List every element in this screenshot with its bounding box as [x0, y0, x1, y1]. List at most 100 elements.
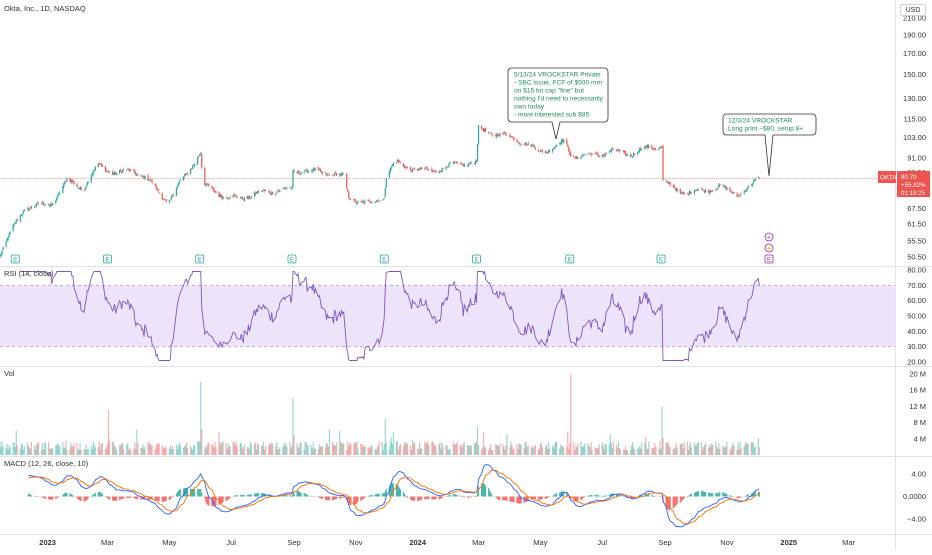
volume-bar[interactable] [336, 442, 337, 455]
candle[interactable] [95, 166, 96, 171]
macd-hist-bar[interactable] [81, 497, 82, 502]
candle[interactable] [230, 196, 231, 200]
candle[interactable] [204, 167, 205, 186]
candle[interactable] [384, 197, 385, 199]
volume-bar[interactable] [670, 447, 671, 455]
event-markers[interactable]: + ⚡ E [765, 233, 773, 264]
candle[interactable] [377, 200, 378, 203]
volume-bar[interactable] [95, 447, 96, 455]
candles[interactable] [0, 125, 760, 258]
candle[interactable] [428, 169, 429, 171]
candle[interactable] [361, 199, 362, 203]
volume-bar[interactable] [705, 443, 706, 455]
volume-bar[interactable] [485, 448, 486, 455]
macd-hist-bar[interactable] [442, 497, 443, 498]
candle[interactable] [668, 180, 669, 184]
volume-bar[interactable] [549, 449, 550, 455]
macd-hist-bar[interactable] [371, 495, 372, 497]
macd-hist-bar[interactable] [45, 497, 46, 499]
volume-bars[interactable] [0, 374, 760, 455]
volume-bar[interactable] [620, 450, 621, 455]
volume-bar[interactable] [173, 449, 174, 455]
candle[interactable] [371, 201, 372, 203]
macd-hist-bar[interactable] [322, 497, 323, 500]
macd-hist-bar[interactable] [450, 495, 451, 497]
candle[interactable] [573, 154, 574, 157]
candle[interactable] [301, 171, 302, 175]
candle[interactable] [554, 146, 555, 149]
volume-bar[interactable] [471, 445, 472, 455]
candle[interactable] [545, 150, 546, 154]
candle[interactable] [225, 197, 226, 198]
candle[interactable] [637, 152, 638, 156]
volume-bar[interactable] [272, 444, 273, 455]
volume-bar[interactable] [521, 444, 522, 455]
candle[interactable] [242, 196, 243, 199]
volume-bar[interactable] [528, 446, 529, 455]
volume-bar[interactable] [315, 448, 316, 455]
candle[interactable] [170, 199, 171, 201]
macd-hist-bar[interactable] [556, 493, 557, 496]
volume-bar[interactable] [542, 447, 543, 455]
volume-bar[interactable] [159, 443, 160, 455]
candle[interactable] [396, 162, 397, 164]
volume-bar[interactable] [506, 434, 507, 455]
volume-bar[interactable] [691, 447, 692, 455]
macd-hist-bar[interactable] [591, 495, 592, 496]
volume-bar[interactable] [10, 447, 11, 455]
macd-hist-bar[interactable] [506, 497, 507, 501]
candle[interactable] [746, 188, 747, 192]
candle[interactable] [736, 192, 737, 198]
candle[interactable] [584, 154, 585, 156]
volume-bar[interactable] [599, 444, 600, 455]
earnings-marker[interactable]: E [566, 255, 574, 264]
candle[interactable] [105, 166, 106, 173]
candle[interactable] [546, 150, 547, 154]
candle[interactable] [158, 189, 159, 192]
candle[interactable] [249, 195, 250, 200]
candle[interactable] [509, 133, 510, 139]
candle[interactable] [346, 173, 347, 189]
candle[interactable] [176, 187, 177, 196]
candle[interactable] [275, 193, 276, 196]
volume-bar[interactable] [322, 446, 323, 455]
macd-hist-bar[interactable] [230, 497, 231, 498]
candle[interactable] [563, 138, 564, 144]
macd-hist-bar[interactable] [308, 495, 309, 496]
candle[interactable] [66, 176, 67, 181]
macd-hist-bar[interactable] [286, 495, 287, 496]
candle[interactable] [240, 196, 241, 199]
volume-bar[interactable] [726, 442, 727, 455]
macd-hist-bar[interactable] [428, 497, 429, 500]
candle[interactable] [190, 169, 191, 175]
volume-bar[interactable] [81, 450, 82, 455]
macd-hist-bar[interactable] [577, 497, 578, 501]
candle[interactable] [705, 188, 706, 194]
volume-bar[interactable] [237, 447, 238, 455]
volume-bar[interactable] [109, 439, 110, 455]
macd-hist-bar[interactable] [461, 496, 462, 497]
candle[interactable] [38, 202, 39, 206]
candle[interactable] [76, 182, 77, 187]
volume-bar[interactable] [400, 444, 401, 455]
volume-bar[interactable] [123, 449, 124, 455]
volume-bar[interactable] [407, 442, 408, 455]
candle[interactable] [5, 241, 6, 249]
macd-hist-bar[interactable] [343, 497, 344, 498]
earnings-marker[interactable]: E [657, 255, 665, 264]
macd-hist-bar[interactable] [499, 497, 500, 501]
macd-hist-bar[interactable] [105, 496, 106, 497]
candle[interactable] [542, 149, 543, 153]
volume-bar[interactable] [570, 374, 571, 455]
candle[interactable] [315, 167, 316, 172]
candle[interactable] [710, 189, 711, 193]
candle[interactable] [2, 246, 3, 250]
volume-bar[interactable] [457, 442, 458, 455]
candle[interactable] [329, 175, 330, 176]
volume-bar[interactable] [421, 449, 422, 455]
macd-hist-bar[interactable] [457, 495, 458, 497]
macd-hist-bar[interactable] [421, 497, 422, 500]
candle[interactable] [183, 176, 184, 181]
candle[interactable] [336, 173, 337, 176]
volume-bar[interactable] [741, 448, 742, 455]
